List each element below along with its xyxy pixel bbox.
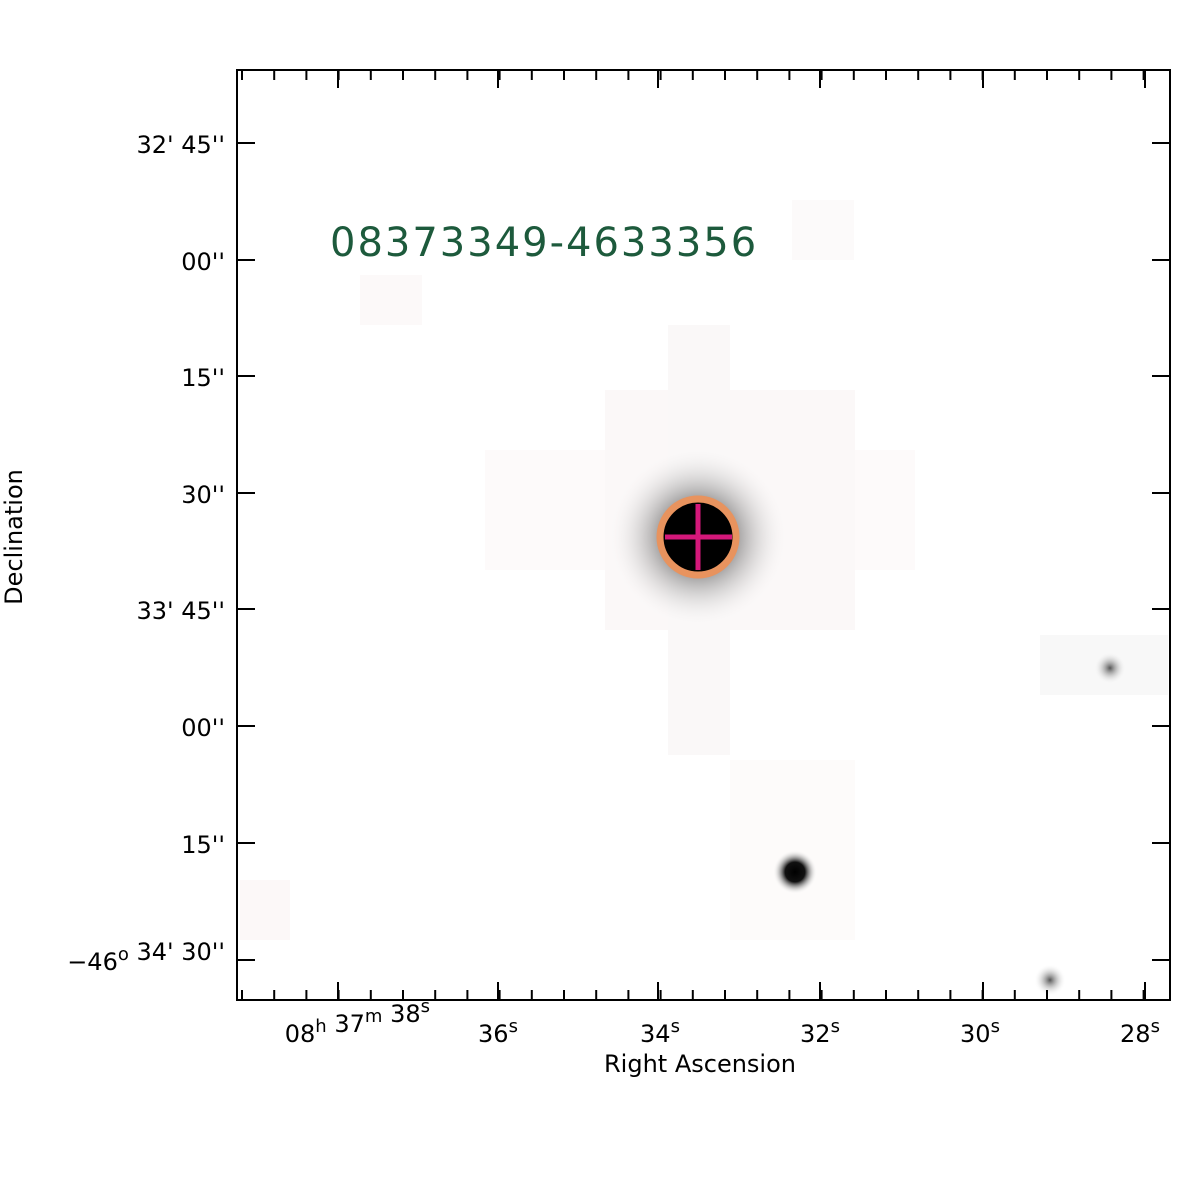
sky-image — [240, 200, 1168, 996]
x-tick-label: 34s — [640, 1016, 680, 1048]
tick-text: 08 — [285, 1020, 316, 1048]
axes — [236, 69, 1171, 1001]
tick-text: 32' 45'' — [137, 131, 226, 159]
x-tick-label: 08h 37m 38s — [285, 996, 430, 1048]
tick-unit: s — [991, 1016, 1000, 1037]
tick-text: 32 — [800, 1020, 831, 1048]
y-tick-label: 33' 45'' — [137, 597, 226, 625]
tick-unit: m — [365, 1006, 383, 1027]
tick-text: 00'' — [181, 714, 225, 742]
y-tick-label: 00'' — [181, 714, 225, 742]
tick-unit: o — [118, 944, 129, 965]
tick-text: 34 — [640, 1020, 671, 1048]
tick-text: 34' 30'' — [129, 938, 225, 966]
tick-text: 28 — [1120, 1020, 1151, 1048]
tick-unit: s — [831, 1016, 840, 1037]
tick-unit: h — [315, 1016, 326, 1037]
tick-text: 15'' — [181, 364, 225, 392]
tick-text: 15'' — [181, 831, 225, 859]
tick-text: 37 — [327, 1010, 365, 1038]
y-axis-label: Declination — [0, 469, 28, 605]
object-name: 08373349-4633356 — [330, 220, 758, 266]
tick-text: 30 — [960, 1020, 991, 1048]
y-tick-label: 30'' — [181, 481, 225, 509]
y-tick-label: −46o 34' 30'' — [67, 938, 225, 976]
tick-unit: s — [509, 1016, 518, 1037]
y-tick-label: 15'' — [181, 364, 225, 392]
tick-unit: s — [1151, 1016, 1160, 1037]
plot-frame — [236, 69, 1171, 1001]
y-tick-label: 00'' — [181, 248, 225, 276]
y-tick-label: 32' 45'' — [137, 131, 226, 159]
x-tick-label: 32s — [800, 1016, 840, 1048]
x-tick-label: 30s — [960, 1016, 1000, 1048]
tick-text: 00'' — [181, 248, 225, 276]
tick-text: 30'' — [181, 481, 225, 509]
tick-text: 38 — [382, 1000, 420, 1028]
tick-text: 33' 45'' — [137, 597, 226, 625]
y-tick-label: 15'' — [181, 831, 225, 859]
x-axis-label: Right Ascension — [604, 1050, 796, 1078]
tick-unit: s — [671, 1016, 680, 1037]
x-tick-label: 28s — [1120, 1016, 1160, 1048]
tick-unit: s — [421, 996, 430, 1017]
tick-text: −46 — [67, 948, 118, 976]
x-tick-label: 36s — [478, 1016, 518, 1048]
tick-text: 36 — [478, 1020, 509, 1048]
